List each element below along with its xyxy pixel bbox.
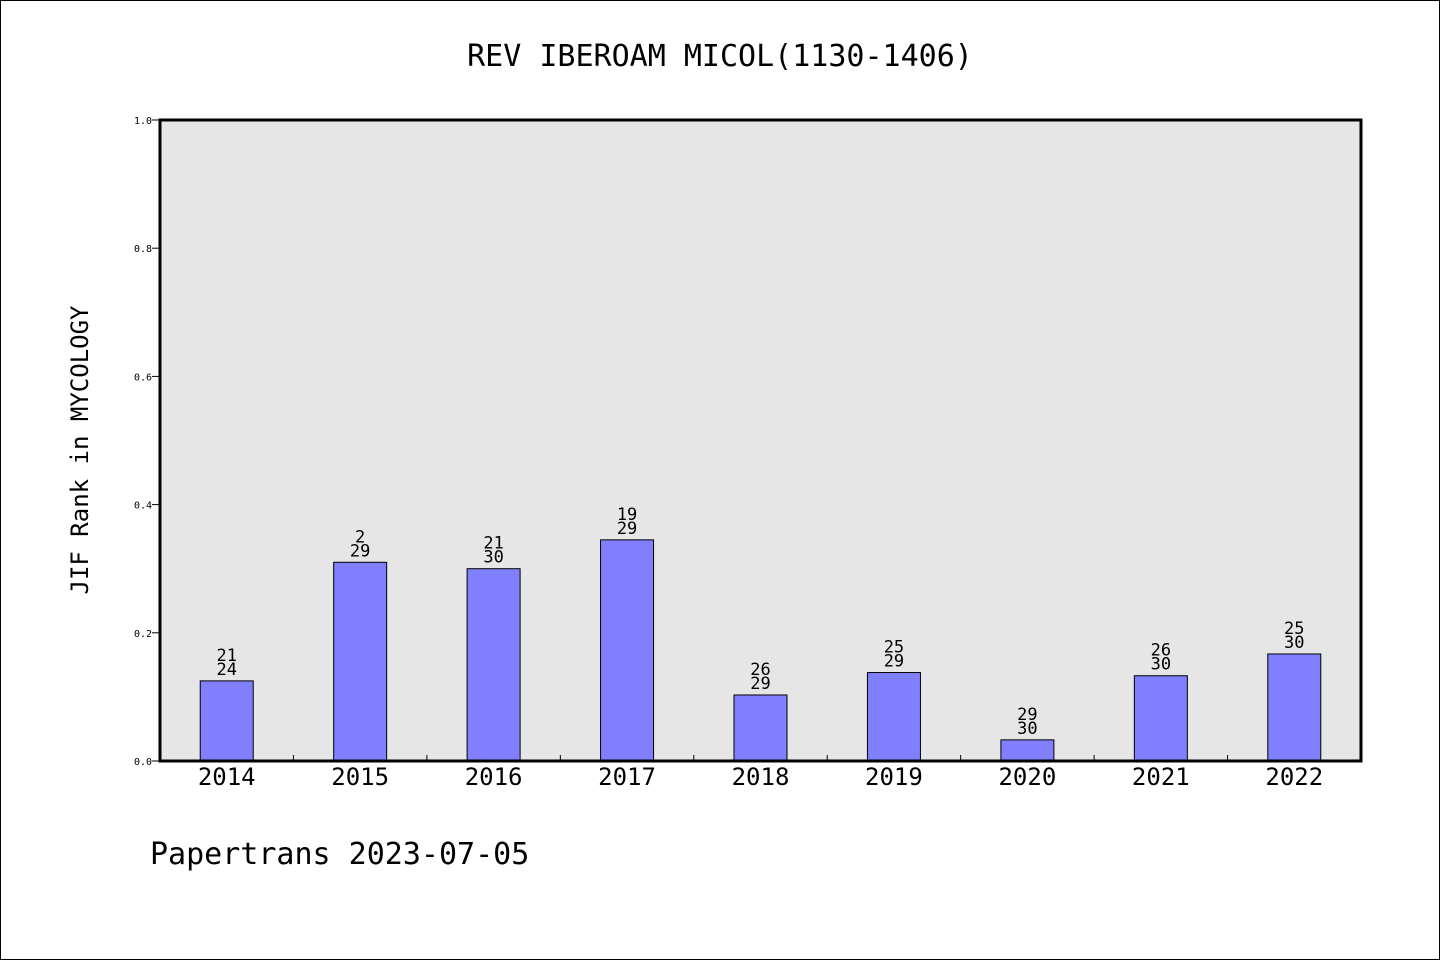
bar-2022 bbox=[1267, 653, 1322, 762]
bar-2021 bbox=[1133, 675, 1188, 762]
bar-label-total: 29 bbox=[750, 674, 770, 694]
x-tick-label: 2020 bbox=[998, 763, 1056, 791]
bars bbox=[199, 539, 1322, 762]
bar-label-rank: 2 bbox=[355, 527, 365, 547]
bar-label-rank: 25 bbox=[884, 638, 904, 658]
chart-title: REV IBEROAM MICOL(1130-1406) bbox=[467, 39, 973, 74]
bar-label-total: 30 bbox=[483, 548, 503, 568]
y-tick-label: 0.8 bbox=[134, 244, 152, 255]
footer-credit: Papertrans 2023-07-05 bbox=[150, 837, 529, 872]
y-axis-label: JIF Rank in MYCOLOGY bbox=[66, 305, 94, 595]
bar-label-total: 24 bbox=[216, 660, 236, 680]
x-tick-label: 2021 bbox=[1132, 763, 1190, 791]
x-tick-label: 2019 bbox=[865, 763, 923, 791]
y-tick-label: 0.4 bbox=[134, 501, 152, 512]
bar-label-rank: 26 bbox=[1151, 641, 1171, 661]
bar-label-rank: 29 bbox=[1017, 705, 1037, 725]
bar-2019 bbox=[866, 672, 921, 762]
bar-2014 bbox=[199, 680, 254, 762]
y-tick-label: 0.0 bbox=[134, 757, 152, 768]
plot-border bbox=[158, 118, 1363, 763]
bar-label-rank: 25 bbox=[1284, 619, 1304, 639]
bar-label-rank: 21 bbox=[483, 534, 503, 554]
bar-2015 bbox=[333, 561, 388, 762]
y-ticks: 0.0 0.2 0.4 0.6 0.8 1.0 bbox=[134, 116, 160, 768]
x-tick-label: 2016 bbox=[465, 763, 523, 791]
x-tick-label: 2018 bbox=[732, 763, 790, 791]
y-tick-label: 0.6 bbox=[134, 372, 152, 383]
x-tick-label: 2015 bbox=[331, 763, 389, 791]
y-tick-label: 1.0 bbox=[134, 116, 152, 127]
bar-2020 bbox=[1000, 739, 1055, 762]
x-tick-label: 2017 bbox=[598, 763, 656, 791]
x-tick-label: 2022 bbox=[1265, 763, 1323, 791]
bar-label-rank: 21 bbox=[216, 646, 236, 666]
bar-label-total: 30 bbox=[1284, 633, 1304, 653]
bar-label-total: 29 bbox=[617, 519, 637, 539]
bar-label-total: 29 bbox=[350, 541, 370, 561]
bar-2018 bbox=[733, 694, 788, 762]
bar-label-total: 30 bbox=[1151, 655, 1171, 675]
bar-label-rank: 19 bbox=[617, 505, 637, 525]
bar-label-total: 30 bbox=[1017, 719, 1037, 739]
x-tick-label: 2014 bbox=[198, 763, 256, 791]
bar-label-total: 29 bbox=[884, 652, 904, 672]
bar-2016 bbox=[466, 568, 521, 762]
y-tick-label: 0.2 bbox=[134, 629, 152, 640]
bar-label-rank: 26 bbox=[750, 660, 770, 680]
bar-2017 bbox=[600, 539, 655, 762]
x-ticks: 2014 2015 2016 2017 2018 2019 2020 2021 2022 bbox=[198, 755, 1323, 791]
